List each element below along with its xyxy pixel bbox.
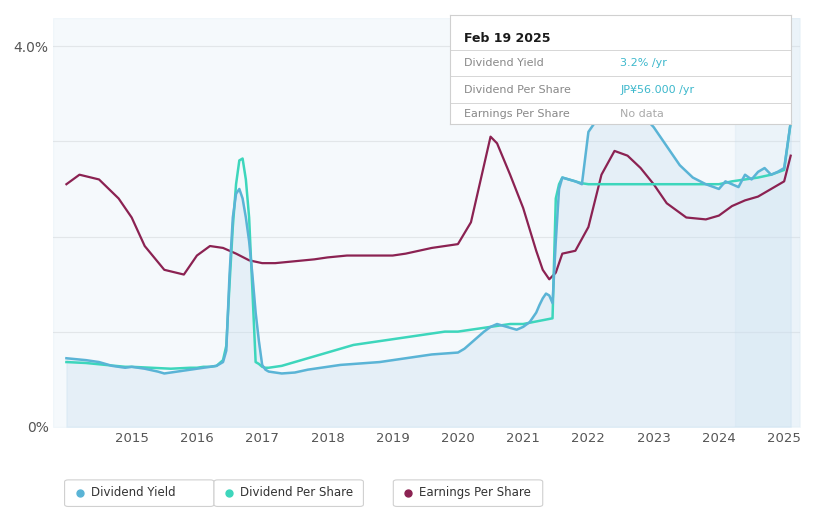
Text: 3.2% /yr: 3.2% /yr bbox=[621, 58, 667, 68]
Text: Dividend Per Share: Dividend Per Share bbox=[240, 487, 353, 499]
Text: Dividend Yield: Dividend Yield bbox=[464, 58, 544, 68]
FancyBboxPatch shape bbox=[65, 480, 214, 506]
Text: Earnings Per Share: Earnings Per Share bbox=[464, 109, 569, 118]
Bar bbox=[736, 18, 800, 427]
Text: Feb 19 2025: Feb 19 2025 bbox=[464, 31, 550, 45]
FancyBboxPatch shape bbox=[393, 480, 543, 506]
Text: Dividend Per Share: Dividend Per Share bbox=[464, 84, 571, 94]
Text: No data: No data bbox=[621, 109, 664, 118]
Text: JP¥56.000 /yr: JP¥56.000 /yr bbox=[621, 84, 695, 94]
Text: Earnings Per Share: Earnings Per Share bbox=[420, 487, 531, 499]
Text: Dividend Yield: Dividend Yield bbox=[91, 487, 176, 499]
Text: Past: Past bbox=[738, 62, 764, 75]
FancyBboxPatch shape bbox=[214, 480, 364, 506]
